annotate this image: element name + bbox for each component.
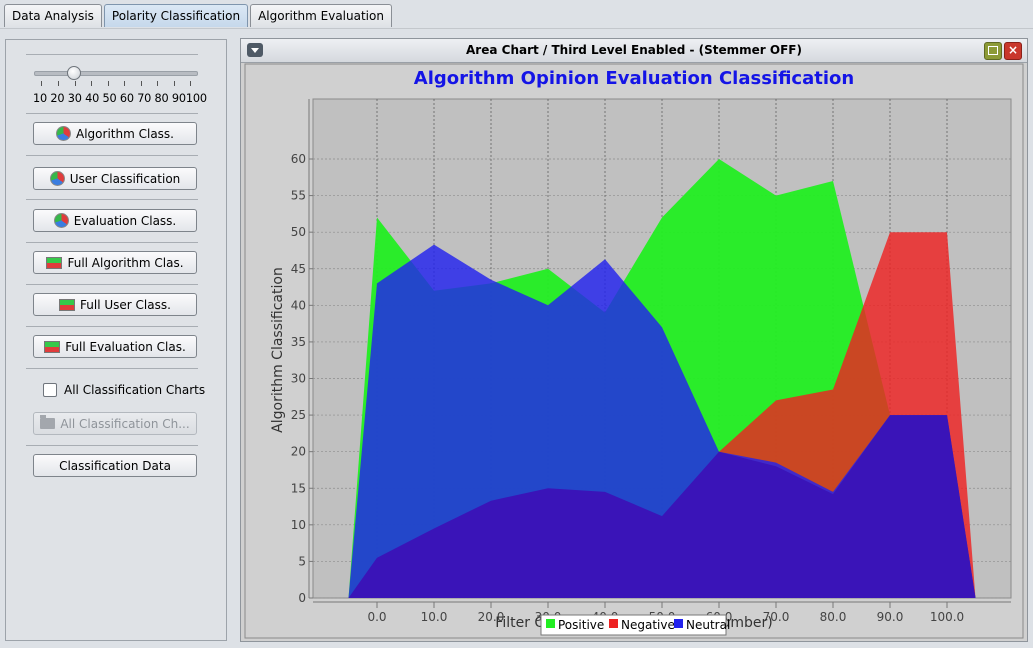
full-user-label: Full User Class. xyxy=(80,297,171,312)
slider-tick xyxy=(41,81,42,86)
slider-tick xyxy=(141,81,142,86)
classification-data-button[interactable]: Classification Data xyxy=(33,454,197,477)
slider-tick xyxy=(58,81,59,86)
all-classification-charts-button: All Classification Ch... xyxy=(33,412,197,435)
separator xyxy=(26,155,198,156)
y-tick-label: 60 xyxy=(291,152,306,166)
y-tick-label: 30 xyxy=(291,372,306,386)
tab-polarity-classification[interactable]: Polarity Classification xyxy=(103,4,249,27)
x-tick-label: 100.0 xyxy=(930,610,964,624)
y-tick-label: 35 xyxy=(291,335,306,349)
tab-data-analysis[interactable]: Data Analysis xyxy=(4,4,102,27)
full-algorithm-label: Full Algorithm Clas. xyxy=(67,255,184,270)
y-tick-label: 20 xyxy=(291,445,306,459)
word-number-slider-thumb[interactable] xyxy=(67,66,81,80)
separator xyxy=(26,54,198,55)
word-number-slider-track[interactable] xyxy=(34,71,198,76)
bar-chart-icon xyxy=(46,256,63,269)
separator xyxy=(26,199,198,200)
legend-swatch-negative xyxy=(609,619,618,628)
y-axis-label: Algorithm Classification xyxy=(270,267,286,433)
separator xyxy=(26,113,198,114)
separator xyxy=(26,368,198,369)
user-classification-button[interactable]: User Classification xyxy=(33,167,197,190)
chart-internal-frame: Area Chart / Third Level Enabled - (Stem… xyxy=(240,38,1028,642)
frame-menu-icon[interactable] xyxy=(247,43,263,57)
main-tabs: Data Analysis Polarity Classification Al… xyxy=(4,4,392,28)
separator xyxy=(26,445,198,446)
full-algorithm-button[interactable]: Full Algorithm Clas. xyxy=(33,251,197,274)
area-chart: Algorithm Opinion Evaluation Classificat… xyxy=(244,63,1024,639)
separator xyxy=(26,326,198,327)
x-tick-label: 80.0 xyxy=(820,610,847,624)
user-classification-label: User Classification xyxy=(69,171,181,186)
x-tick-label: 70.0 xyxy=(763,610,790,624)
algorithm-class-label: Algorithm Class. xyxy=(76,126,174,141)
all-charts-checkbox-row[interactable]: All Classification Charts xyxy=(43,383,205,397)
chart-window-titlebar[interactable]: Area Chart / Third Level Enabled - (Stem… xyxy=(241,39,1027,63)
slider-tick xyxy=(190,81,191,86)
separator xyxy=(26,242,198,243)
x-tick-label: 90.0 xyxy=(877,610,904,624)
full-evaluation-button[interactable]: Full Evaluation Clas. xyxy=(33,335,197,358)
slider-tick xyxy=(124,81,125,86)
all-charts-checkbox-label: All Classification Charts xyxy=(64,383,206,397)
all-charts-checkbox[interactable] xyxy=(43,383,57,397)
bar-chart-icon xyxy=(44,340,61,353)
y-tick-label: 25 xyxy=(291,408,306,422)
legend-label-positive: Positive xyxy=(558,618,604,632)
legend-swatch-positive xyxy=(546,619,555,628)
separator xyxy=(26,284,198,285)
slider-tick xyxy=(157,81,158,86)
legend: Positive Negative Neutral xyxy=(540,614,730,636)
y-tick-label: 5 xyxy=(298,554,306,568)
y-tick-label: 55 xyxy=(291,189,306,203)
y-tick-label: 0 xyxy=(298,591,306,605)
evaluation-class-label: Evaluation Class. xyxy=(73,213,177,228)
pie-chart-icon xyxy=(49,171,65,186)
restore-window-icon[interactable] xyxy=(984,42,1002,60)
slider-tick xyxy=(75,81,76,86)
folder-icon xyxy=(40,415,56,429)
full-user-button[interactable]: Full User Class. xyxy=(33,293,197,316)
bar-chart-icon xyxy=(59,298,76,311)
pie-chart-icon xyxy=(56,126,72,141)
slider-tick xyxy=(91,81,92,86)
y-tick-label: 45 xyxy=(291,262,306,276)
slider-scale-labels: 10 20 30 40 50 60 70 80 90100 xyxy=(33,92,207,105)
y-tick-label: 40 xyxy=(291,298,306,312)
legend-label-negative: Negative xyxy=(621,618,675,632)
legend-label-neutral: Neutral xyxy=(686,618,730,632)
y-tick-label: 50 xyxy=(291,225,306,239)
pie-chart-icon xyxy=(53,213,69,228)
x-tick-label: 0.0 xyxy=(367,610,386,624)
evaluation-class-button[interactable]: Evaluation Class. xyxy=(33,209,197,232)
slider-tick xyxy=(108,81,109,86)
slider-tick xyxy=(174,81,175,86)
series-areas xyxy=(348,159,976,598)
close-window-icon[interactable]: × xyxy=(1004,42,1022,60)
y-tick-label: 10 xyxy=(291,518,306,532)
chart-title: Algorithm Opinion Evaluation Classificat… xyxy=(414,68,854,89)
area-series-base xyxy=(348,415,976,598)
legend-swatch-neutral xyxy=(674,619,683,628)
chart-window-title: Area Chart / Third Level Enabled - (Stem… xyxy=(466,43,802,57)
algorithm-class-button[interactable]: Algorithm Class. xyxy=(33,122,197,145)
full-evaluation-label: Full Evaluation Clas. xyxy=(65,339,186,354)
tab-divider xyxy=(0,28,1033,29)
x-tick-label: 10.0 xyxy=(421,610,448,624)
y-tick-label: 15 xyxy=(291,481,306,495)
classification-data-label: Classification Data xyxy=(59,458,171,473)
x-tick-label: 20.0 xyxy=(478,610,505,624)
all-classification-charts-label: All Classification Ch... xyxy=(60,416,190,431)
tab-algorithm-evaluation[interactable]: Algorithm Evaluation xyxy=(250,4,392,27)
